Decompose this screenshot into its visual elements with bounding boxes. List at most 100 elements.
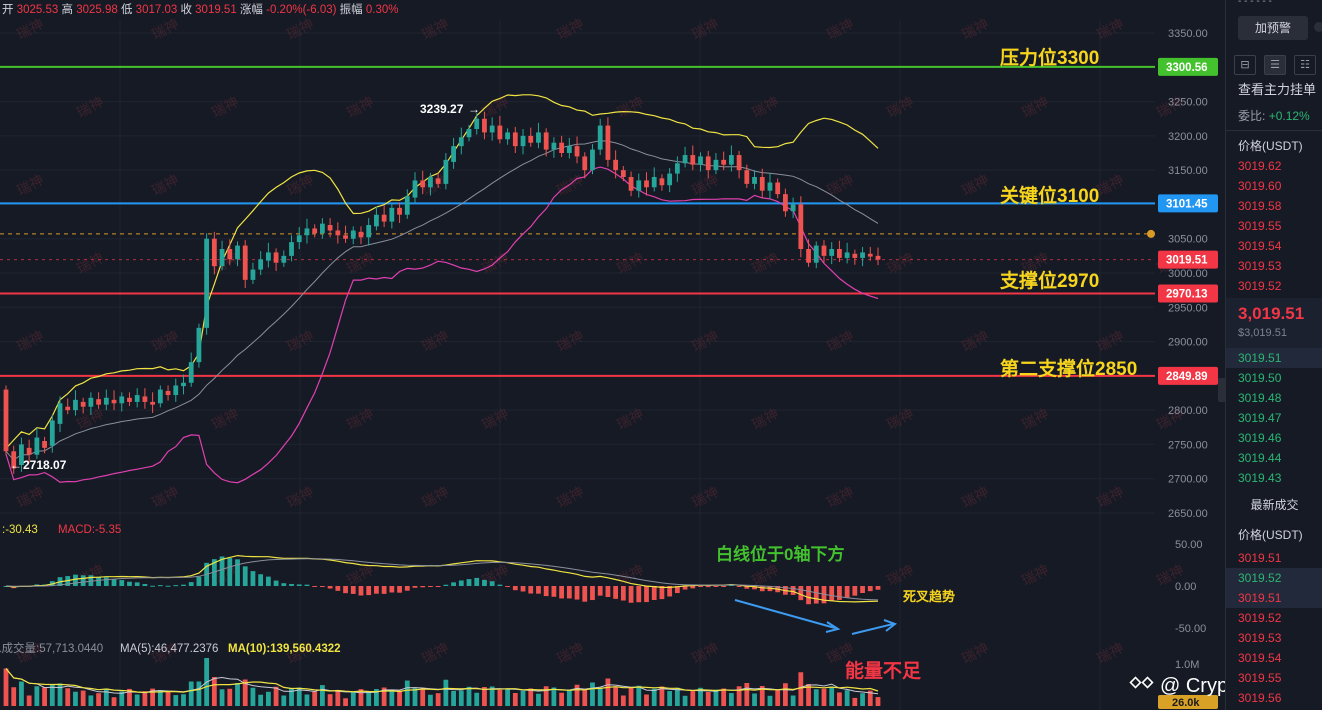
volume-bar-39 xyxy=(304,694,310,706)
bid-row-2[interactable]: 3019.48 xyxy=(1238,391,1282,405)
trade-row-0[interactable]: 3019.51 xyxy=(1238,551,1282,565)
ask-row-1[interactable]: 3019.60 xyxy=(1238,179,1282,193)
axis-tick-8: 2950.00 xyxy=(1168,302,1208,314)
volume-bar-94 xyxy=(728,693,734,706)
volume-bar-33 xyxy=(258,694,264,706)
volume-bar-17 xyxy=(134,694,140,706)
candle-97 xyxy=(752,177,757,184)
candle-58 xyxy=(451,146,456,162)
macd-bar-62 xyxy=(482,579,487,586)
ask-row-2[interactable]: 3019.58 xyxy=(1238,199,1282,213)
sidebar-top-dots: - - - - - - xyxy=(1238,0,1272,7)
volume-bar-87 xyxy=(674,687,680,706)
candle-41 xyxy=(319,223,325,234)
alert-button[interactable]: 加预警 xyxy=(1238,16,1308,40)
volume-bar-36 xyxy=(281,695,287,706)
candle-6 xyxy=(49,420,55,446)
brand-logo: @ Crypto瑞神 xyxy=(1129,674,1225,697)
bookmark-icon[interactable]: ⊟ xyxy=(1234,55,1256,75)
alert-toggle-icon[interactable] xyxy=(1314,22,1322,32)
ask-row-3[interactable]: 3019.55 xyxy=(1238,219,1282,233)
bb-lower-line xyxy=(5,166,879,484)
candle-91 xyxy=(705,156,711,171)
volume-last-tag-bg xyxy=(1158,695,1218,709)
last-price-tag-bg xyxy=(1158,250,1218,269)
candle-77 xyxy=(597,125,603,150)
volume-bar-6 xyxy=(49,685,55,706)
candle-75 xyxy=(582,156,588,171)
volume-bar-61 xyxy=(474,692,480,706)
candle-50 xyxy=(389,207,395,222)
volume-bar-37 xyxy=(289,688,294,706)
bid-row-1[interactable]: 3019.50 xyxy=(1238,371,1282,385)
bid-row-6[interactable]: 3019.43 xyxy=(1238,471,1282,485)
candle-84 xyxy=(651,177,657,188)
ask-row-0[interactable]: 3019.62 xyxy=(1238,159,1282,173)
candle-30 xyxy=(235,245,240,260)
macd-bar-40 xyxy=(312,586,318,587)
macd-bar-83 xyxy=(644,586,649,603)
layout-bids-icon[interactable]: ☰ xyxy=(1264,55,1286,75)
macd-bar-84 xyxy=(651,586,657,600)
candle-85 xyxy=(659,178,665,186)
macd-bar-27 xyxy=(211,559,217,586)
volume-bar-16 xyxy=(127,688,132,706)
trade-row-6[interactable]: 3019.55 xyxy=(1238,671,1282,685)
volume-bar-77 xyxy=(597,687,603,706)
volume-bar-23 xyxy=(181,694,186,706)
candle-74 xyxy=(574,146,580,157)
macd-bar-45 xyxy=(350,586,356,594)
volume-bar-29 xyxy=(227,688,233,706)
bid-row-3[interactable]: 3019.47 xyxy=(1238,411,1282,425)
macd-bar-42 xyxy=(327,586,333,589)
volume-bar-107 xyxy=(829,686,835,706)
volume-bar-80 xyxy=(620,695,626,706)
macd-bar-37 xyxy=(289,583,294,586)
bid-row-4[interactable]: 3019.46 xyxy=(1238,431,1282,445)
trade-row-2[interactable]: 3019.51 xyxy=(1238,591,1282,605)
axis-tick-3: 3200.00 xyxy=(1168,131,1208,143)
layout-asks-icon[interactable]: ☷ xyxy=(1294,55,1316,75)
volume-bar-74 xyxy=(574,684,580,706)
trade-row-3[interactable]: 3019.52 xyxy=(1238,611,1282,625)
level-tag-0: 3300.56 xyxy=(1166,62,1208,74)
volume-bar-99 xyxy=(767,695,773,706)
trade-row-1[interactable]: 3019.52 xyxy=(1238,571,1282,585)
volume-bar-20 xyxy=(157,690,163,706)
bid-row-5[interactable]: 3019.44 xyxy=(1238,451,1282,465)
candle-111 xyxy=(860,252,865,258)
macd-bar-85 xyxy=(659,586,665,600)
axis-tick-9: 2900.00 xyxy=(1168,337,1208,349)
candle-33 xyxy=(258,259,264,270)
trade-row-5[interactable]: 3019.54 xyxy=(1238,651,1282,665)
candle-17 xyxy=(134,395,140,402)
macd-bar-58 xyxy=(451,582,456,586)
macd-bar-25 xyxy=(196,576,202,586)
trade-row-7[interactable]: 3019.56 xyxy=(1238,691,1282,705)
candle-19 xyxy=(150,401,156,405)
volume-bar-79 xyxy=(613,686,619,706)
candle-109 xyxy=(844,252,850,258)
depth-title[interactable]: 查看主力挂单 xyxy=(1238,82,1317,97)
trade-row-4[interactable]: 3019.53 xyxy=(1238,631,1282,645)
macd-bar-32 xyxy=(250,571,256,586)
macd-bar-49 xyxy=(381,586,387,594)
candle-110 xyxy=(852,253,858,258)
macd-bar-29 xyxy=(227,558,233,586)
candle-82 xyxy=(636,180,642,191)
candle-18 xyxy=(142,396,148,402)
candle-31 xyxy=(242,245,248,280)
ask-row-6[interactable]: 3019.52 xyxy=(1238,279,1282,293)
chart-background xyxy=(0,0,1225,710)
collapse-handle[interactable] xyxy=(1218,378,1226,402)
volume-bar-44 xyxy=(343,698,348,706)
volume-bar-105 xyxy=(813,689,819,706)
trades-title[interactable]: 最新成交 xyxy=(1250,498,1299,512)
bid-row-0[interactable]: 3019.51 xyxy=(1238,351,1282,365)
ask-row-5[interactable]: 3019.53 xyxy=(1238,259,1282,273)
ask-row-4[interactable]: 3019.54 xyxy=(1238,239,1282,253)
volume-bar-62 xyxy=(482,687,487,706)
candle-105 xyxy=(813,245,819,263)
candle-61 xyxy=(474,118,480,129)
